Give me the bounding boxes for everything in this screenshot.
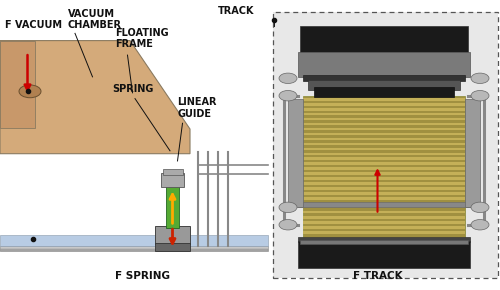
Bar <box>302 133 465 135</box>
Bar <box>302 108 465 110</box>
Bar <box>302 118 465 120</box>
Bar <box>0 246 268 251</box>
Bar <box>298 241 470 268</box>
Bar <box>302 98 465 101</box>
Bar <box>161 173 184 187</box>
Bar <box>302 153 465 155</box>
Circle shape <box>279 202 297 213</box>
Text: F TRACK: F TRACK <box>352 271 403 281</box>
Bar <box>465 99 480 207</box>
Bar <box>314 87 454 97</box>
Bar <box>162 169 182 175</box>
Polygon shape <box>0 41 190 154</box>
Bar <box>155 226 190 244</box>
Bar <box>272 12 498 278</box>
Text: LINEAR
GUIDE: LINEAR GUIDE <box>178 97 217 119</box>
Bar <box>302 187 465 190</box>
Bar <box>0 41 35 128</box>
Bar <box>308 80 460 90</box>
Bar <box>0 249 268 251</box>
Bar <box>298 237 470 242</box>
Circle shape <box>19 85 41 98</box>
Bar <box>302 103 465 106</box>
Bar <box>302 96 465 204</box>
Bar <box>302 226 465 229</box>
Bar <box>302 75 465 81</box>
Bar <box>302 216 465 219</box>
Text: TRACK: TRACK <box>218 6 254 16</box>
Bar <box>298 52 470 77</box>
Text: FLOATING
FRAME: FLOATING FRAME <box>115 28 168 49</box>
Bar <box>302 138 465 140</box>
Bar <box>272 12 498 278</box>
Text: VACUUM
CHAMBER: VACUUM CHAMBER <box>68 9 122 30</box>
Bar <box>0 235 268 246</box>
Bar <box>300 240 468 244</box>
Bar <box>302 143 465 145</box>
Bar <box>302 113 465 115</box>
Bar <box>302 231 465 234</box>
Bar <box>302 237 465 239</box>
Bar <box>298 202 470 207</box>
Bar <box>302 221 465 224</box>
Bar <box>155 243 190 251</box>
Circle shape <box>471 220 489 230</box>
Bar <box>302 162 465 165</box>
Circle shape <box>471 73 489 84</box>
Bar <box>302 148 465 150</box>
Bar <box>302 206 465 208</box>
Bar <box>302 202 465 204</box>
Bar <box>166 180 179 228</box>
Bar <box>302 157 465 160</box>
Bar <box>302 167 465 170</box>
Polygon shape <box>5 45 185 152</box>
Circle shape <box>471 90 489 101</box>
Text: SPRING: SPRING <box>112 84 154 94</box>
Bar <box>302 177 465 180</box>
Bar <box>302 197 465 200</box>
Bar <box>302 172 465 175</box>
Bar <box>302 192 465 195</box>
Bar <box>302 203 465 239</box>
Bar <box>302 128 465 130</box>
Bar <box>302 123 465 125</box>
Bar <box>288 99 302 207</box>
Bar <box>302 182 465 185</box>
Circle shape <box>279 220 297 230</box>
Bar <box>302 211 465 213</box>
Circle shape <box>279 90 297 101</box>
Text: F SPRING: F SPRING <box>115 271 170 281</box>
Circle shape <box>279 73 297 84</box>
Bar <box>300 26 468 52</box>
Circle shape <box>471 202 489 213</box>
Text: F VACUUM: F VACUUM <box>5 21 62 30</box>
